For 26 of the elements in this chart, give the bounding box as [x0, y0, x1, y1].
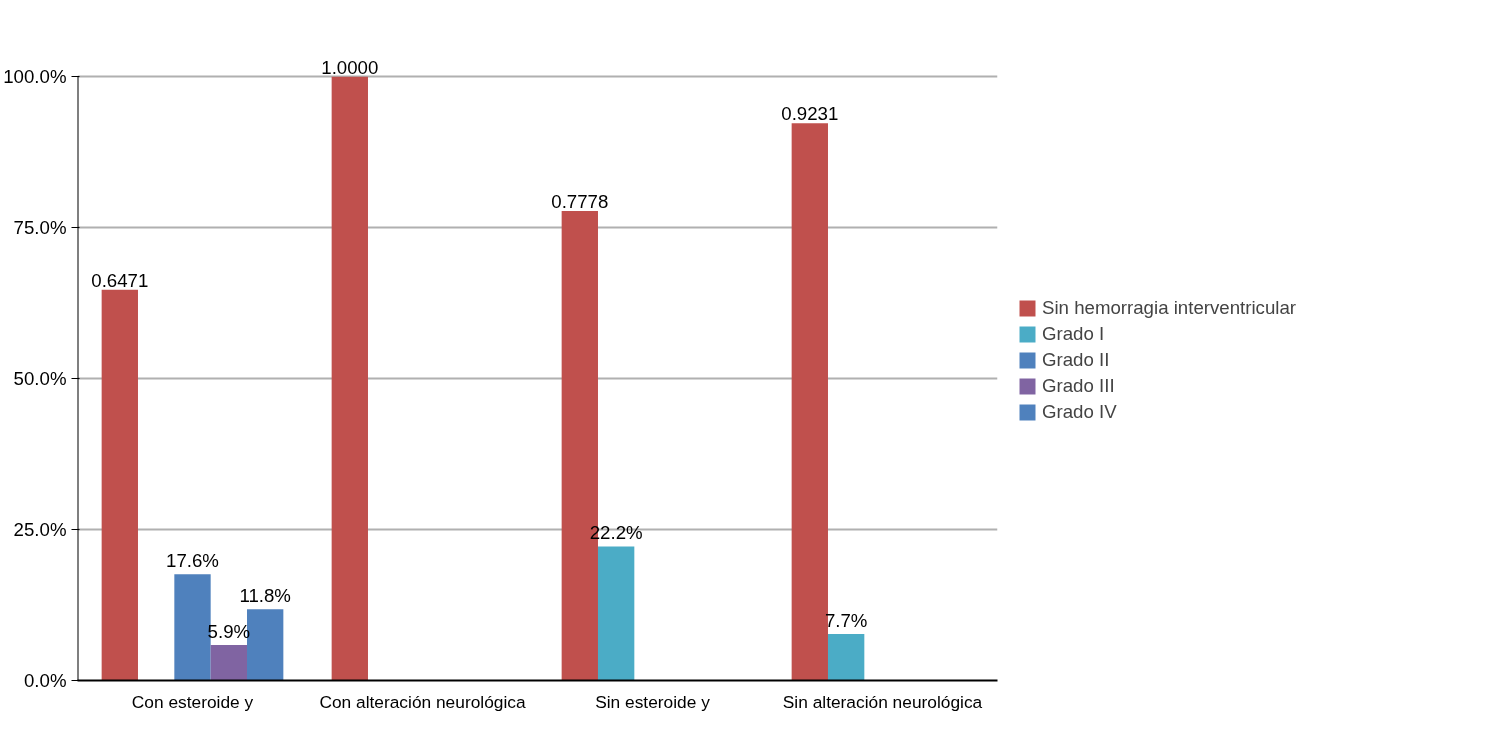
x-tick-label: Con alteración neurológica	[319, 691, 526, 712]
legend-label: Grado I	[1042, 323, 1105, 345]
bar	[210, 644, 248, 681]
bar	[331, 76, 368, 681]
data-label: 0.6471	[91, 269, 149, 291]
bar	[597, 546, 635, 681]
data-label: 0.9231	[781, 103, 839, 125]
y-tick-label: 100.0%	[3, 66, 67, 88]
y-tick-label: 75.0%	[13, 217, 67, 239]
x-tick-label: Con esteroide y	[131, 691, 254, 712]
data-label: 0.7778	[551, 190, 609, 212]
y-tick-label: 0.0%	[23, 670, 67, 691]
data-label: 1.0000	[321, 56, 379, 78]
legend-label: Grado III	[1042, 375, 1115, 397]
bar	[827, 634, 865, 681]
legend-label: Grado II	[1042, 349, 1110, 371]
x-tick-label: Sin alteración neurológica	[782, 691, 983, 712]
legend-label: Sin hemorragia interventricular	[1042, 297, 1297, 319]
data-label: 11.8%	[239, 585, 291, 607]
bar	[791, 123, 828, 681]
legend-label: Grado IV	[1042, 401, 1117, 423]
data-label: 17.6%	[166, 550, 219, 572]
y-tick-label: 50.0%	[13, 368, 67, 390]
y-tick-label: 25.0%	[13, 519, 67, 541]
x-tick-label: Sin esteroide y	[595, 691, 711, 712]
bar	[101, 289, 138, 681]
